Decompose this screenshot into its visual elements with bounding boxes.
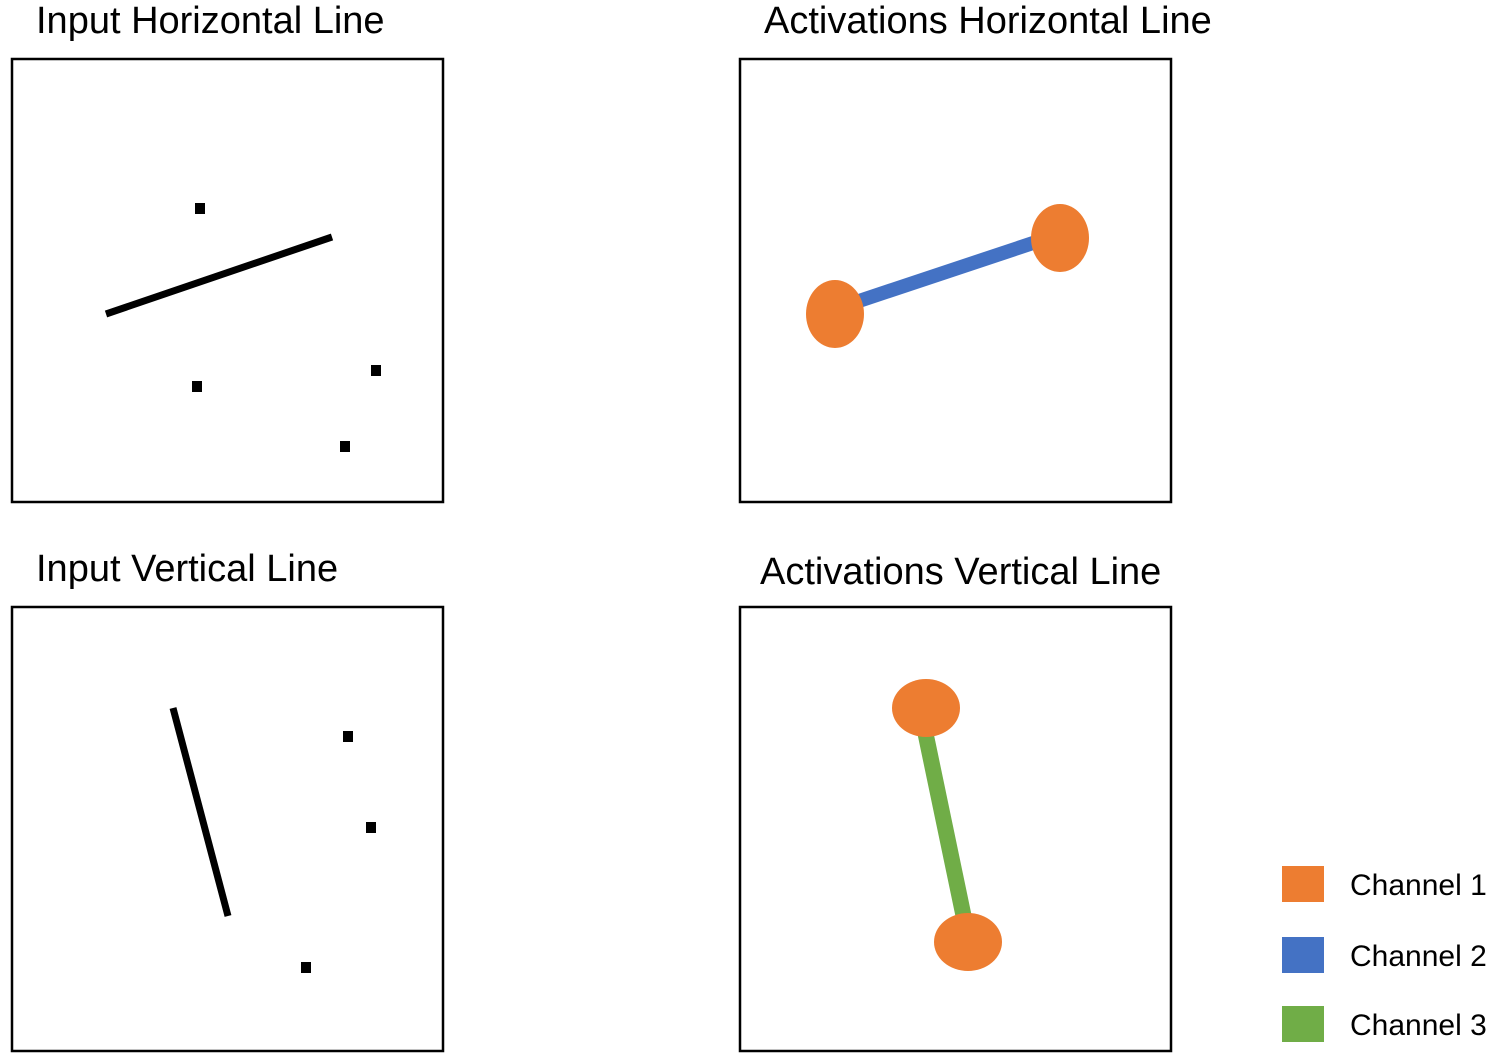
legend-swatch-channel-3 bbox=[1282, 1006, 1324, 1042]
panel-frame bbox=[10, 57, 445, 504]
legend-label-channel-1: Channel 1 bbox=[1350, 869, 1487, 902]
panel-frame bbox=[738, 57, 1173, 504]
channel-1-activation-blob bbox=[934, 913, 1002, 971]
panel-title-input-horizontal: Input Horizontal Line bbox=[36, 0, 385, 42]
channel-1-activation-blob bbox=[892, 679, 960, 737]
noise-dot bbox=[340, 441, 350, 452]
noise-dot bbox=[195, 203, 205, 214]
noise-dot bbox=[192, 381, 202, 392]
noise-dot bbox=[371, 365, 381, 376]
channel-2-activation-line bbox=[850, 233, 1045, 310]
panel-input-horizontal bbox=[10, 57, 445, 504]
panel-input-vertical bbox=[10, 605, 445, 1053]
noise-dot bbox=[301, 962, 311, 973]
channel-1-activation-blob bbox=[1031, 204, 1089, 272]
channel-1-activation-blob bbox=[806, 280, 864, 348]
panel-title-activations-vertical: Activations Vertical Line bbox=[760, 551, 1162, 593]
legend-swatch-channel-2 bbox=[1282, 937, 1324, 973]
horizontal-line-segment bbox=[104, 233, 334, 318]
vertical-line-segment bbox=[169, 707, 232, 917]
panel-frame bbox=[10, 605, 445, 1053]
channel-3-activation-line bbox=[917, 729, 972, 920]
legend-label-channel-3: Channel 3 bbox=[1350, 1009, 1487, 1042]
noise-dot bbox=[366, 822, 376, 833]
panel-activations-horizontal bbox=[738, 57, 1173, 504]
panel-activations-vertical bbox=[738, 605, 1173, 1053]
legend-label-channel-2: Channel 2 bbox=[1350, 940, 1487, 973]
panel-title-activations-horizontal: Activations Horizontal Line bbox=[764, 0, 1212, 42]
noise-dot bbox=[343, 731, 353, 742]
panel-frame bbox=[738, 605, 1173, 1053]
panel-title-input-vertical: Input Vertical Line bbox=[36, 548, 339, 590]
legend-swatch-channel-1 bbox=[1282, 866, 1324, 902]
